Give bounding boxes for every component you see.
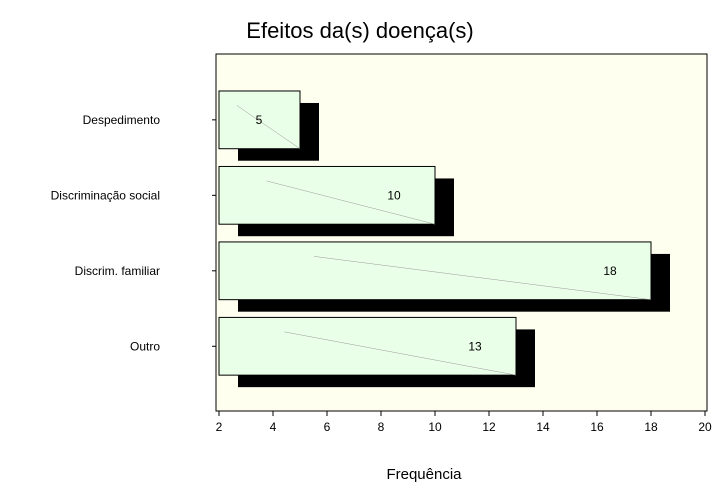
- category-axis: Despedimento Discriminação social Discrim.…: [51, 113, 216, 353]
- x-tick-label: 16: [590, 420, 604, 434]
- bar-value-label: 10: [387, 188, 401, 202]
- bar: [218, 241, 652, 301]
- bars-layer: 5 10 18 13: [218, 90, 670, 388]
- bar-value-label: 5: [256, 113, 263, 127]
- bar-value-label: 18: [603, 264, 617, 278]
- x-tick-label: 4: [270, 420, 277, 434]
- x-tick-label: 10: [428, 420, 442, 434]
- x-tick-label: 18: [644, 420, 658, 434]
- category-label: Despedimento: [83, 113, 161, 127]
- bar-sheen: [314, 256, 652, 300]
- bar-sheen: [284, 331, 517, 376]
- x-tick-label: 12: [482, 420, 496, 434]
- category-label: Outro: [130, 339, 160, 353]
- x-tick-label: 6: [324, 420, 331, 434]
- x-tick-label: 14: [536, 420, 550, 434]
- x-tick-label: 20: [698, 420, 712, 434]
- x-axis: 2 4 6 8 10 12 14 16 18 20: [216, 411, 712, 434]
- bar-value-label: 13: [468, 339, 482, 353]
- x-tick-label: 8: [378, 420, 385, 434]
- bar: [218, 90, 301, 150]
- chart-title: Efeitos da(s) doença(s): [246, 18, 473, 43]
- bar: [218, 165, 436, 225]
- bar-sheen: [266, 180, 436, 225]
- bar: [218, 316, 517, 376]
- category-label: Discrim. familiar: [75, 264, 160, 278]
- x-tick-label: 2: [216, 420, 223, 434]
- category-label: Discriminação social: [51, 188, 160, 202]
- bar-sheen: [236, 105, 301, 149]
- x-axis-label: Frequência: [386, 466, 462, 483]
